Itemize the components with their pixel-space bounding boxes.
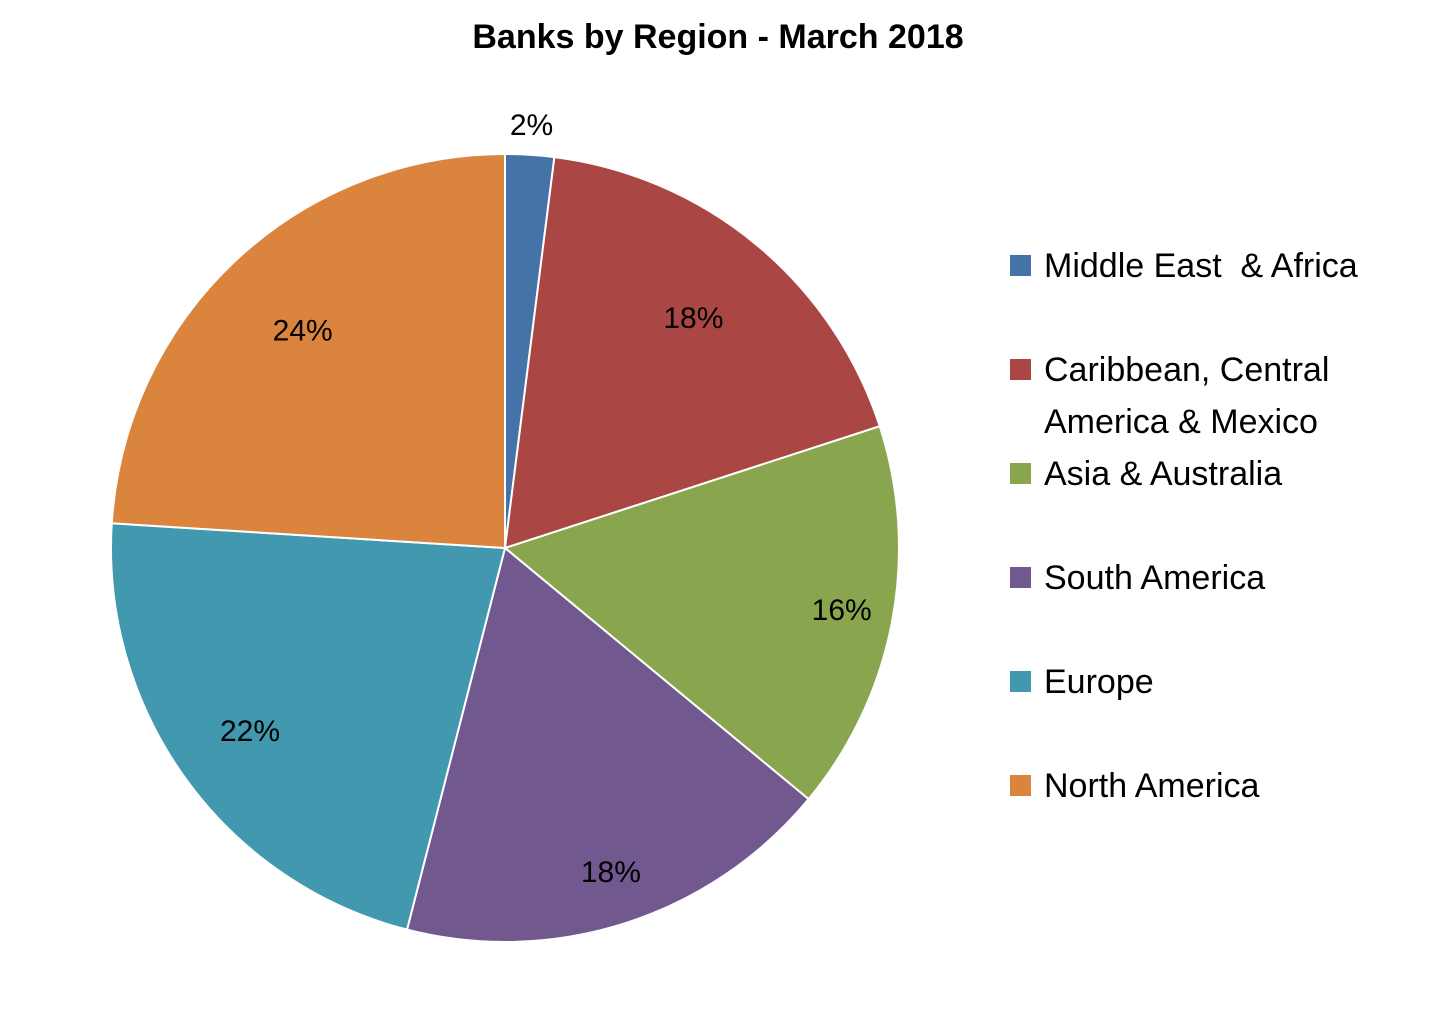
legend-item: Asia & Australia [1010,448,1414,500]
legend-swatch [1010,463,1031,484]
pie-slices [110,152,900,943]
pie-data-label: 16% [812,594,872,627]
legend-swatch [1010,671,1031,692]
legend-item: Europe [1010,656,1414,708]
pie-data-label: 24% [273,315,333,348]
pie-slice [503,155,881,550]
pie-data-label: 2% [510,109,553,142]
legend-label: Caribbean, Central America & Mexico [1044,351,1337,441]
pie-data-labels: 2% 18% 16% 18% 22% 24% [220,109,872,889]
pie-slice [405,546,810,943]
pie-slice [502,424,900,801]
legend-label: Middle East & Africa [1044,247,1358,285]
legend-item: North America [1010,760,1414,812]
legend-item: South America [1010,552,1414,604]
legend-label: North America [1044,767,1260,805]
chart-title: Banks by Region - March 2018 [472,18,964,56]
legend-label: South America [1044,559,1266,597]
legend-item: Middle East & Africa [1010,240,1414,292]
pie-slice [110,522,507,931]
pie-slice [110,152,506,550]
legend-label: Asia & Australia [1044,455,1283,493]
pie-data-label: 18% [581,856,641,889]
legend-item: Caribbean, Central America & Mexico [1010,344,1414,448]
legend-swatch [1010,567,1031,588]
legend-swatch [1010,255,1031,276]
pie-data-label: 22% [220,715,280,748]
legend-swatch [1010,775,1031,796]
legend-label: Europe [1044,663,1154,701]
legend-swatch [1010,359,1031,380]
pie-data-label: 18% [663,302,723,335]
